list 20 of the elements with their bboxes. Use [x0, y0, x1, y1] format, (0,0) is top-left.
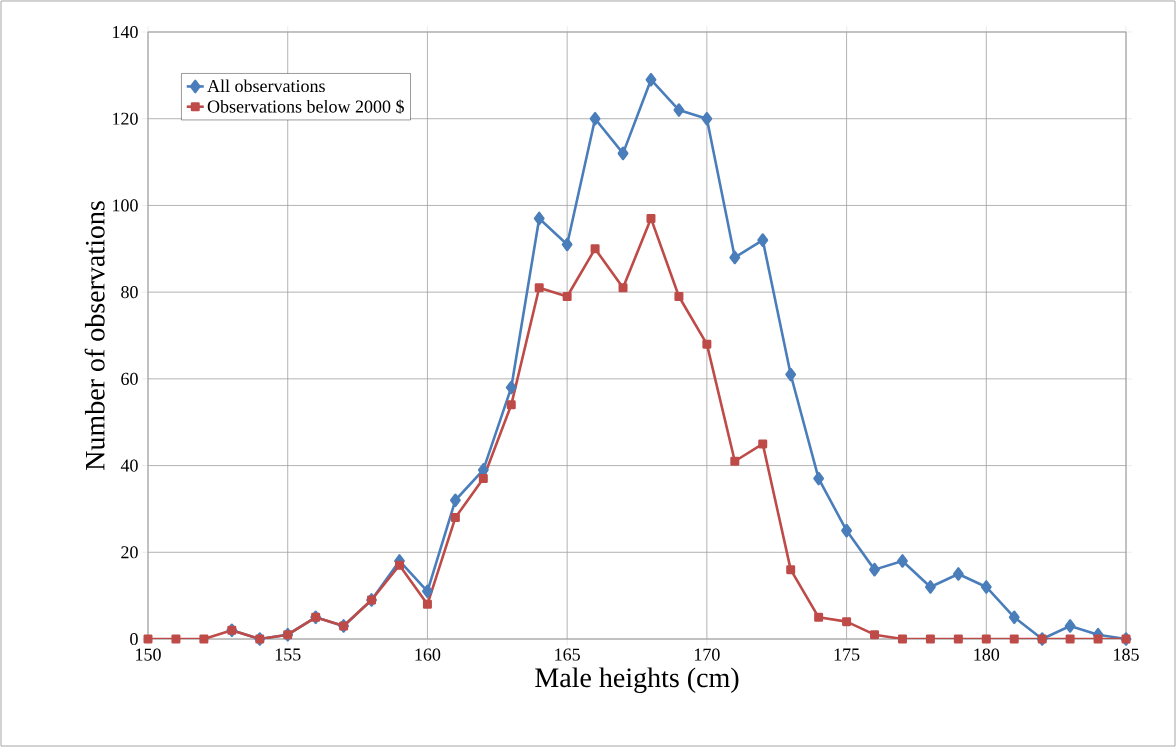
- x-tick-label: 175: [834, 648, 860, 661]
- x-tick-label: 155: [275, 648, 301, 661]
- x-tick-label: 165: [555, 648, 580, 661]
- y-tick-label: 20: [121, 546, 138, 559]
- y-tick-label: 140: [113, 25, 138, 39]
- x-tick-label: 180: [974, 648, 1000, 661]
- y-tick-label: 0: [130, 632, 138, 646]
- x-tick-label: 185: [1114, 648, 1139, 661]
- x-tick-label: 150: [136, 648, 161, 661]
- y-axis-title: Number of observations: [84, 201, 105, 470]
- y-tick-label: 120: [113, 112, 138, 125]
- legend-label: Observations below 2000 $: [207, 99, 404, 114]
- y-tick-label: 100: [113, 199, 138, 212]
- x-tick-label: 170: [694, 648, 720, 661]
- y-tick-label: 80: [121, 286, 138, 299]
- x-axis-title: Male heights (cm): [535, 667, 739, 693]
- x-tick-label: 160: [415, 648, 441, 661]
- y-tick-label: 40: [120, 459, 138, 472]
- legend-label: All observations: [207, 79, 325, 93]
- y-tick-label: 60: [121, 372, 138, 385]
